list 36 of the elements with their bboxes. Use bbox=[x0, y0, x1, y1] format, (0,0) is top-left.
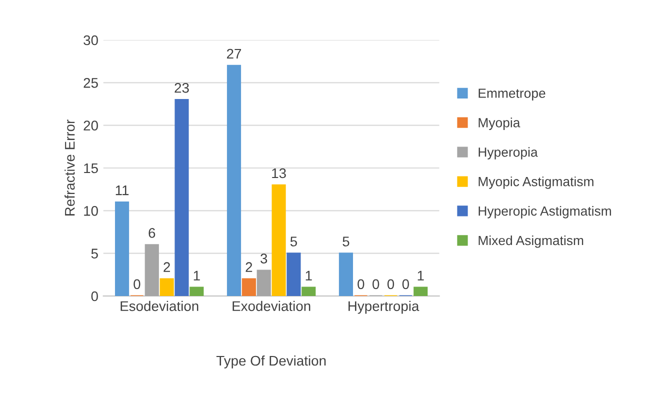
y-tick-label: 5 bbox=[91, 248, 98, 259]
legend-label: Mixed Asigmatism bbox=[478, 235, 584, 248]
data-label: 2 bbox=[246, 262, 252, 272]
y-tick-label: 30 bbox=[84, 35, 98, 46]
legend-label: Hyperopia bbox=[478, 147, 538, 160]
x-axis-title: Type Of Deviation bbox=[216, 355, 326, 368]
legend-label: Emmetrope bbox=[478, 88, 546, 101]
legend-label: Myopic Astigmatism bbox=[478, 176, 594, 189]
data-label: 23 bbox=[174, 82, 189, 93]
data-label: 3 bbox=[260, 254, 268, 264]
data-label: 1 bbox=[194, 270, 200, 280]
data-label: 11 bbox=[116, 186, 129, 196]
legend-label: Myopia bbox=[478, 118, 520, 130]
data-label: 0 bbox=[372, 279, 380, 290]
y-tick-label: 10 bbox=[84, 206, 98, 216]
data-label: 13 bbox=[272, 168, 286, 178]
data-label: 2 bbox=[164, 262, 170, 272]
y-axis-title: Refractive Error bbox=[64, 120, 75, 216]
y-tick-label: 20 bbox=[84, 120, 98, 131]
x-tick-label: Hypertropia bbox=[348, 300, 420, 314]
data-label: 0 bbox=[387, 279, 394, 290]
data-label: 6 bbox=[148, 228, 156, 238]
y-tick-label: 25 bbox=[84, 78, 98, 88]
data-label: 5 bbox=[342, 236, 350, 246]
x-tick-label: Esodeviation bbox=[120, 300, 198, 312]
data-label: 27 bbox=[226, 48, 242, 59]
data-label: 0 bbox=[358, 279, 364, 290]
data-label: 1 bbox=[418, 270, 424, 280]
data-label: 0 bbox=[134, 279, 140, 290]
data-label: 1 bbox=[306, 270, 312, 280]
y-tick-label: 0 bbox=[91, 291, 98, 302]
y-tick-label: 15 bbox=[84, 163, 98, 174]
data-label: 0 bbox=[402, 279, 410, 290]
x-tick-label: Exodeviation bbox=[232, 300, 310, 312]
data-label: 5 bbox=[290, 236, 297, 246]
legend-label: Hyperopic Astigmatism bbox=[478, 206, 611, 218]
